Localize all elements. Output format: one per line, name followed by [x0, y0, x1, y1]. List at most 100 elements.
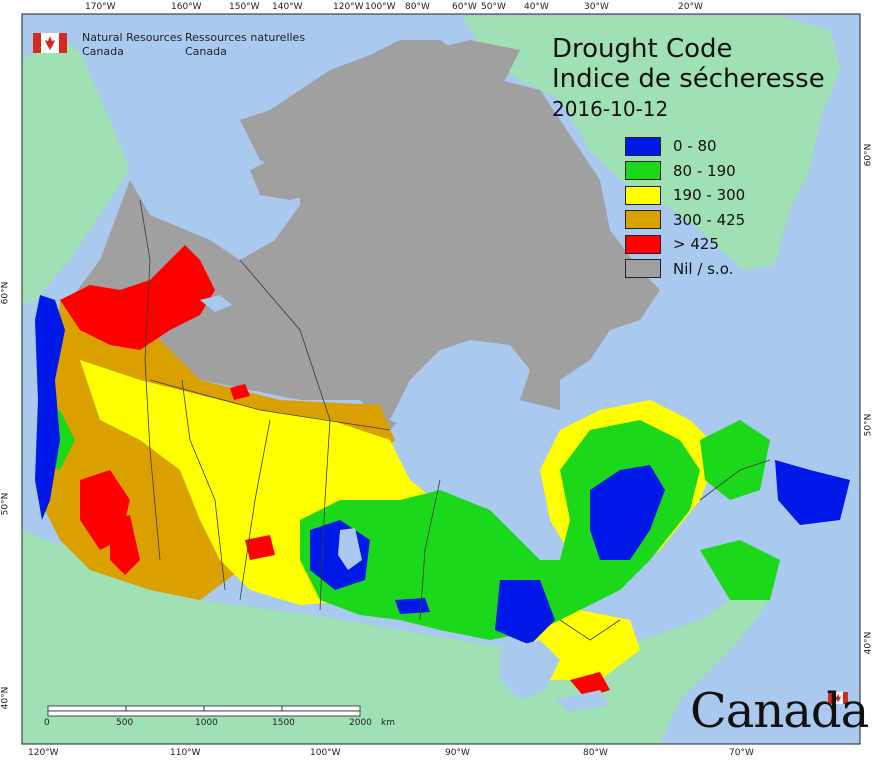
graticule-label: 50°N	[0, 492, 11, 516]
border-line	[699, 459, 771, 501]
arctic-island	[360, 100, 430, 150]
graticule-label: 140°W	[272, 2, 303, 12]
legend-item: Nil / s.o.	[625, 257, 745, 282]
nrcan-flag-icon	[33, 33, 67, 53]
org-en-line-1: Natural Resources	[82, 31, 183, 44]
graticule-label: 150°W	[229, 2, 260, 12]
zone-over-425	[230, 384, 250, 400]
scale-label: 0	[44, 718, 50, 728]
graticule-label: 100°W	[310, 748, 341, 758]
border-line	[239, 419, 271, 601]
border-line	[139, 199, 161, 561]
graticule-label: 40°N	[0, 686, 11, 710]
border-line	[559, 619, 621, 641]
org-en-line-2: Canada	[82, 45, 124, 58]
map-legend: 0 - 80 80 - 190 190 - 300 300 - 425 > 425 Nil…	[625, 134, 745, 281]
graticule-label: 60°W	[452, 2, 477, 12]
flag-red-right	[59, 33, 67, 53]
border-line	[181, 379, 226, 591]
legend-swatch	[625, 259, 661, 279]
flag-red-left	[828, 692, 833, 704]
zone-0-80	[775, 460, 850, 525]
legend-label: 300 - 425	[673, 210, 746, 229]
border-line	[419, 479, 441, 621]
border-line	[149, 379, 391, 431]
scale-segment	[125, 705, 205, 712]
graticule-label: 60°N	[0, 281, 11, 305]
province-borders	[139, 199, 771, 641]
great-slave-lake	[200, 295, 232, 312]
graticule-label: 60°N	[863, 143, 874, 167]
border-line	[319, 419, 331, 611]
arctic-island	[440, 140, 520, 210]
alaska-land	[22, 38, 130, 305]
hudson-bay	[390, 340, 530, 430]
legend-item: 300 - 425	[625, 208, 745, 233]
zone-80-190	[300, 420, 700, 640]
graticule-label: 90°W	[445, 748, 470, 758]
graticule-label: 50°W	[481, 2, 506, 12]
canada-nil-land	[70, 40, 660, 430]
james-bay	[480, 418, 510, 455]
maple-leaf	[835, 694, 841, 702]
graticule-label: 80°W	[405, 2, 430, 12]
graticule-label: 170°W	[85, 2, 116, 12]
scale-segment	[203, 705, 283, 712]
legend-swatch	[625, 185, 661, 205]
scale-segment	[281, 705, 361, 712]
legend-swatch	[625, 136, 661, 156]
graticule-label: 50°N	[863, 413, 874, 437]
zone-over-425	[245, 535, 275, 560]
legend-item: 80 - 190	[625, 159, 745, 184]
arctic-island	[390, 40, 520, 100]
graticule-label: 30°W	[584, 2, 609, 12]
legend-swatch	[625, 234, 661, 254]
legend-swatch	[625, 161, 661, 181]
map-frame	[21, 13, 861, 745]
great-lakes	[555, 690, 610, 712]
flag-red-right	[843, 692, 848, 704]
lake-winnipeg	[338, 528, 362, 570]
map-date: 2016-10-12	[552, 97, 669, 121]
legend-label: > 425	[673, 235, 719, 254]
legend-item: 0 - 80	[625, 134, 745, 159]
graticule-label: 160°W	[171, 2, 202, 12]
legend-item: 190 - 300	[625, 183, 745, 208]
scale-segment	[47, 705, 127, 712]
zone-80-190	[700, 540, 780, 600]
graticule-label: 110°W	[170, 748, 201, 758]
arctic-island	[305, 80, 350, 120]
zone-over-425	[60, 245, 215, 350]
border-line	[239, 259, 331, 421]
canada-wordmark: Canada	[690, 683, 869, 739]
graticule-label: 120°W	[333, 2, 364, 12]
scale-bar	[47, 705, 361, 717]
scale-segment	[47, 710, 361, 717]
map-title-en: Drought Code	[552, 34, 733, 64]
graticule-label: 100°W	[365, 2, 396, 12]
zone-0-80	[590, 465, 665, 560]
zone-80-190	[700, 420, 770, 500]
zone-0-80	[35, 295, 65, 520]
great-lakes	[500, 640, 560, 700]
arctic-island	[250, 150, 340, 200]
scale-label: km	[381, 718, 395, 728]
zone-0-80	[395, 598, 430, 614]
scale-label: 500	[116, 718, 134, 728]
arctic-island	[520, 230, 600, 300]
scale-label: 1000	[195, 718, 218, 728]
graticule-label: 120°W	[28, 748, 59, 758]
zone-0-80	[495, 580, 555, 645]
zone-over-425	[110, 515, 140, 575]
legend-label: Nil / s.o.	[673, 259, 734, 278]
legend-item: > 425	[625, 232, 745, 257]
graticule-label: 70°W	[729, 748, 754, 758]
wordmark-flag-icon	[828, 691, 848, 705]
graticule-label: 80°W	[583, 748, 608, 758]
scale-label: 1500	[272, 718, 295, 728]
flag-red-left	[33, 33, 41, 53]
map-title-fr: Indice de sécheresse	[552, 64, 825, 94]
org-name-en: Natural Resources Canada	[82, 31, 182, 59]
